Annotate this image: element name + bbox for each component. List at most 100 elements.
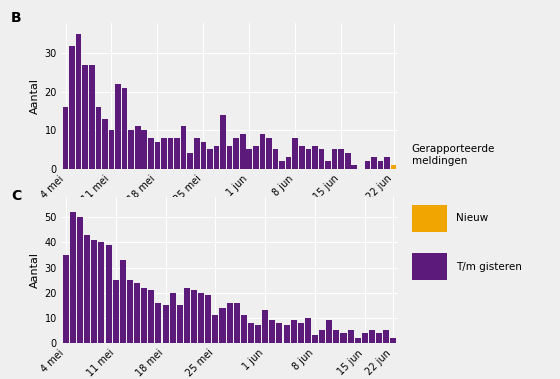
Bar xyxy=(99,242,105,343)
Bar xyxy=(142,130,147,169)
Bar xyxy=(333,330,339,343)
Bar xyxy=(292,138,298,169)
Bar xyxy=(266,138,272,169)
Bar xyxy=(234,303,240,343)
Bar xyxy=(63,107,68,169)
Bar xyxy=(348,330,354,343)
Bar xyxy=(277,323,282,343)
Bar xyxy=(298,323,304,343)
Bar xyxy=(319,330,325,343)
Bar xyxy=(255,326,261,343)
X-axis label: Datum ziekenhuisopname: Datum ziekenhuisopname xyxy=(157,210,302,220)
Text: C: C xyxy=(11,190,21,204)
Bar xyxy=(170,293,176,343)
Bar xyxy=(188,153,193,169)
Bar xyxy=(305,318,311,343)
Bar xyxy=(161,138,167,169)
Bar xyxy=(205,295,211,343)
Bar xyxy=(227,303,232,343)
Bar xyxy=(260,134,265,169)
Bar xyxy=(246,149,252,169)
Bar xyxy=(212,315,218,343)
Bar xyxy=(135,127,141,169)
Bar xyxy=(253,146,259,169)
Bar xyxy=(273,149,278,169)
Bar xyxy=(378,161,384,169)
Bar xyxy=(148,290,155,343)
Bar xyxy=(391,165,396,169)
Bar xyxy=(383,330,389,343)
Bar xyxy=(220,308,226,343)
Y-axis label: Aantal: Aantal xyxy=(30,252,40,288)
Bar xyxy=(362,333,368,343)
Bar xyxy=(200,142,206,169)
Bar xyxy=(369,330,375,343)
Bar xyxy=(115,84,121,169)
Bar xyxy=(198,293,204,343)
Bar xyxy=(240,134,245,169)
Bar xyxy=(109,130,114,169)
Bar xyxy=(194,138,199,169)
Bar xyxy=(76,34,81,169)
Bar xyxy=(184,288,190,343)
Bar xyxy=(332,149,337,169)
Bar xyxy=(191,290,197,343)
Bar xyxy=(390,338,396,343)
Y-axis label: Aantal: Aantal xyxy=(30,78,40,114)
Bar xyxy=(312,146,318,169)
Bar xyxy=(181,127,186,169)
Bar xyxy=(291,320,297,343)
Bar xyxy=(354,338,361,343)
Bar xyxy=(63,255,69,343)
Bar xyxy=(352,165,357,169)
Bar xyxy=(412,253,446,280)
Bar xyxy=(412,205,446,232)
Bar xyxy=(141,288,147,343)
Bar xyxy=(174,138,180,169)
Bar xyxy=(91,240,97,343)
Bar xyxy=(227,146,232,169)
Bar xyxy=(120,260,126,343)
Bar xyxy=(269,320,276,343)
Bar xyxy=(325,161,331,169)
Bar xyxy=(207,149,213,169)
Bar xyxy=(162,305,169,343)
Bar xyxy=(89,65,95,169)
Bar xyxy=(340,333,347,343)
Bar xyxy=(77,217,83,343)
Bar xyxy=(177,305,183,343)
Text: Gerapporteerde
meldingen: Gerapporteerde meldingen xyxy=(412,144,495,166)
Bar xyxy=(148,138,153,169)
Bar xyxy=(376,333,382,343)
Bar xyxy=(312,335,318,343)
Bar xyxy=(155,303,161,343)
Text: T/m gisteren: T/m gisteren xyxy=(456,262,522,272)
Bar xyxy=(113,280,119,343)
Bar xyxy=(299,146,305,169)
Bar xyxy=(155,142,160,169)
Bar xyxy=(306,149,311,169)
Bar xyxy=(371,157,377,169)
Bar xyxy=(84,235,90,343)
Bar xyxy=(326,320,332,343)
Bar xyxy=(82,65,88,169)
Bar xyxy=(168,138,174,169)
Text: Nieuw: Nieuw xyxy=(456,213,488,223)
Bar xyxy=(127,280,133,343)
Bar xyxy=(134,283,140,343)
Bar xyxy=(338,149,344,169)
Bar xyxy=(122,88,127,169)
Bar xyxy=(283,326,290,343)
Bar xyxy=(128,130,134,169)
Bar xyxy=(214,146,220,169)
Text: B: B xyxy=(11,11,22,25)
Bar xyxy=(248,323,254,343)
Bar xyxy=(102,119,108,169)
Bar xyxy=(319,149,324,169)
Bar xyxy=(345,153,351,169)
Bar xyxy=(234,138,239,169)
Bar xyxy=(365,161,370,169)
Bar xyxy=(105,245,111,343)
Bar xyxy=(286,157,291,169)
Bar xyxy=(220,115,226,169)
